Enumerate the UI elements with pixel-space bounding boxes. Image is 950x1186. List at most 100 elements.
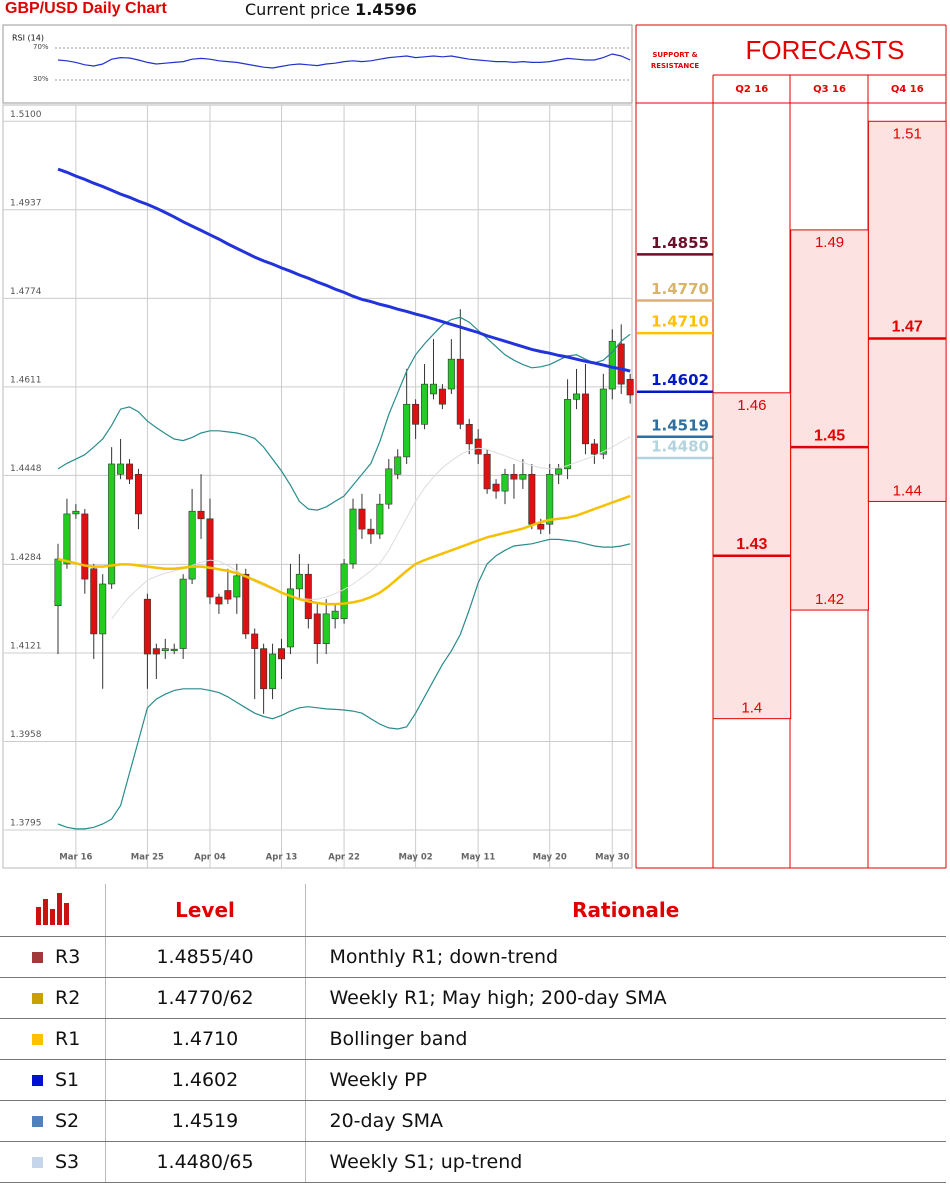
rsi-line [57,53,631,69]
level-name: R1 [55,1028,81,1050]
table-header: Level Rationale [0,884,946,937]
level-name: S2 [55,1110,80,1132]
candle-body [143,598,151,655]
rationale: 20-day SMA [304,1100,946,1142]
candle-body [170,648,178,652]
level-name-cell: R3 [0,936,105,978]
candle-body [277,648,285,660]
candle-body [465,424,473,445]
rationale: Monthly R1; down-trend [304,936,946,978]
level-name-cell: S3 [0,1141,105,1183]
sr-label: 1.4480 [651,437,709,455]
indicator-line [111,436,631,620]
table-row: R2 1.4770/62 Weekly R1; May high; 200-day … [0,977,946,1019]
quarter-label: Q2 16 [735,84,768,95]
candle-body [599,388,607,455]
swatch [32,1075,43,1086]
candle-body [528,473,536,525]
sr-label: 1.4602 [651,371,709,389]
forecast-range [867,120,947,502]
candle-body [492,483,500,492]
candle-body [501,473,509,492]
candle-body [304,573,312,620]
icon-bar [64,902,70,925]
sr-label: 1.4519 [651,416,709,434]
table-row: S3 1.4480/65 Weekly S1; up-trend [0,1141,946,1183]
candle-body [242,573,250,635]
candle-body [260,648,268,690]
candle-body [134,473,142,515]
header-cell: Rationale [304,884,946,937]
candle-body [555,468,563,475]
level-value: 1.4710 [104,1018,305,1060]
swatch [32,952,43,963]
candle-body [286,588,294,648]
table-body: R3 1.4855/40 Monthly R1; down-trend R2 1.477… [0,936,946,1183]
level-value: 1.4770/62 [104,977,305,1019]
swatch [32,1157,43,1168]
candle-body [519,473,527,480]
forecast-range [790,229,869,611]
forecast-title: FORECASTS [746,35,905,65]
candle-body [331,610,339,620]
candle-body [438,388,446,405]
quarter-label: Q4 16 [891,84,924,95]
candle-body [99,583,107,635]
candle-body [546,473,554,525]
y-tick-label: 1.3795 [10,818,42,828]
x-tick-label: May 20 [533,853,567,863]
candle-body [126,463,134,480]
level-name-cell: S2 [0,1100,105,1142]
table-row: R1 1.4710 Bollinger band [0,1018,946,1060]
candle-body [608,340,616,390]
quarter-label: Q3 16 [813,84,846,95]
candle-body [385,468,393,505]
icon-bar [57,892,63,925]
x-tick-label: Apr 22 [328,853,360,863]
y-tick-label: 1.3958 [10,730,42,740]
candle-body [72,510,80,515]
candle-body [590,443,598,455]
candle-body [269,653,277,690]
indicator-line [57,167,631,373]
candle-body [626,378,634,396]
x-tick-label: Apr 04 [194,853,226,863]
candle-body [295,573,303,590]
header-cell: Level [104,884,305,937]
rationale: Weekly S1; up-trend [304,1141,946,1183]
table-row: S1 1.4602 Weekly PP [0,1059,946,1101]
forecast-high-label: 1.49 [815,234,844,251]
price-value: 1.4596 [355,0,417,19]
candle-body [394,456,402,475]
candle-body [537,523,545,530]
level-value: 1.4855/40 [104,936,305,978]
candle-body [421,383,429,425]
icon-bar [50,908,56,925]
indicator-line [57,316,631,511]
sr-label: 1.4770 [651,280,709,298]
candle-body [117,463,125,475]
forecast-low-label: 1.4 [741,700,762,717]
table-row: S2 1.4519 20-day SMA [0,1100,946,1142]
rationale: Weekly PP [304,1059,946,1101]
y-tick-label: 1.4611 [10,375,42,385]
candle-body [224,590,232,600]
levels-table: Level Rationale R3 1.4855/40 Monthly R1; d… [0,884,946,1183]
indicator-line [57,494,631,606]
sr-label: 1.4710 [651,313,709,331]
candle-body [340,563,348,620]
candle-body [90,568,98,635]
candle-body [215,596,223,605]
icon-cell [0,884,105,937]
candle-body [358,508,366,530]
y-tick-label: 1.4121 [10,641,42,651]
y-tick-label: 1.4284 [10,553,42,563]
candle-body [376,503,384,535]
candle-body [63,513,71,565]
swatch [32,1034,43,1045]
candle-body [412,403,420,425]
forecast-mid-label: 1.45 [814,427,845,444]
forecast-high-label: 1.46 [737,397,766,414]
sr-title: SUPPORT & RESISTANCE [650,51,700,70]
